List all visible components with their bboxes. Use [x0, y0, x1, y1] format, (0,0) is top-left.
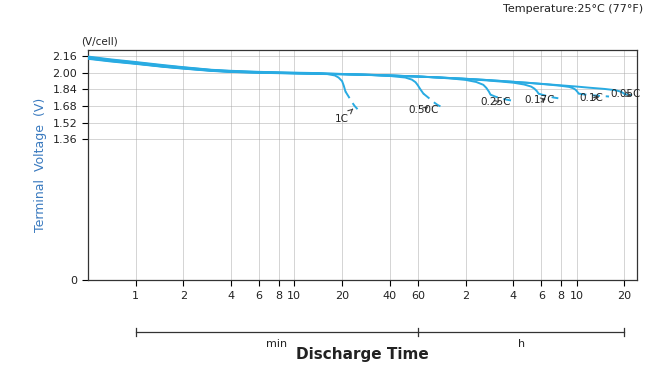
Text: 0.25C: 0.25C	[480, 98, 511, 108]
Text: Discharge Time: Discharge Time	[296, 347, 429, 362]
Text: Temperature:25°C (77°F): Temperature:25°C (77°F)	[503, 4, 644, 14]
Text: 0.1C: 0.1C	[579, 93, 603, 103]
Text: 0.50C: 0.50C	[408, 105, 438, 115]
Text: min: min	[266, 339, 287, 349]
Text: 1C: 1C	[335, 109, 352, 124]
Y-axis label: Terminal  Voltage  (V): Terminal Voltage (V)	[34, 98, 47, 232]
Text: (V/cell): (V/cell)	[81, 36, 118, 46]
Text: 0.05C: 0.05C	[610, 89, 641, 99]
Text: 0.17C: 0.17C	[524, 95, 554, 105]
Text: h: h	[517, 339, 525, 349]
